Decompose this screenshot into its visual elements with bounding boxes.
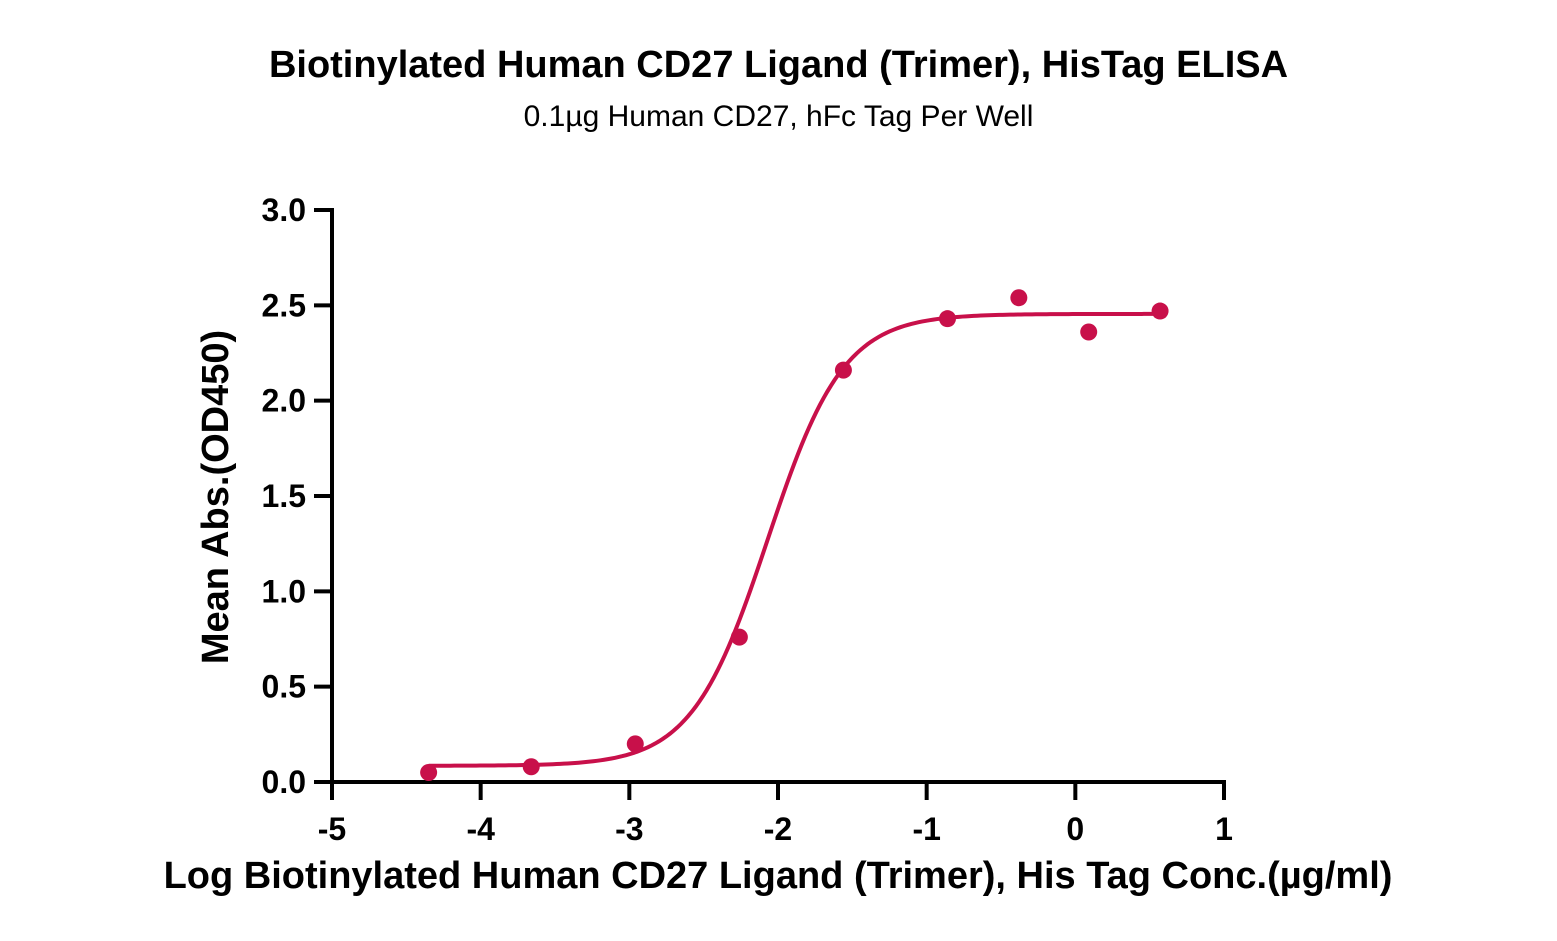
- y-tick-label-2: 1.0: [262, 573, 306, 609]
- x-tick-label-1: -4: [466, 811, 495, 847]
- chart-title: Biotinylated Human CD27 Ligand (Trimer),…: [268, 44, 1289, 86]
- fit-curve-layer: [428, 311, 1161, 768]
- data-point-6: [1010, 289, 1028, 307]
- x-tick-label-3: -2: [764, 811, 792, 847]
- y-tick-label-3: 1.5: [262, 478, 306, 514]
- x-tick-label-4: -1: [912, 811, 940, 847]
- data-point-8: [1151, 302, 1169, 320]
- data-point-0: [420, 763, 438, 781]
- data-point-2: [626, 735, 644, 753]
- data-points-layer: [420, 289, 1169, 781]
- data-point-4: [834, 361, 852, 379]
- data-point-1: [522, 758, 540, 776]
- y-tick-label-6: 3.0: [262, 192, 306, 228]
- y-tick-label-0: 0.0: [262, 764, 306, 800]
- y-axis-title: Mean Abs.(OD450): [195, 330, 237, 664]
- y-tick-label-5: 2.5: [262, 287, 306, 323]
- x-tick-label-0: -5: [318, 811, 346, 847]
- data-point-7: [1080, 323, 1098, 341]
- x-tick-label-6: 1: [1215, 811, 1233, 847]
- data-point-5: [938, 310, 956, 328]
- y-tick-label-4: 2.0: [262, 383, 306, 419]
- fit-curve: [428, 311, 1161, 768]
- x-axis-title: Log Biotinylated Human CD27 Ligand (Trim…: [164, 855, 1393, 897]
- chart-subtitle: 0.1µg Human CD27, hFc Tag Per Well: [523, 100, 1034, 133]
- y-tick-label-1: 0.5: [262, 669, 306, 705]
- data-point-3: [730, 628, 748, 646]
- x-tick-label-2: -3: [615, 811, 643, 847]
- x-tick-label-5: 0: [1066, 811, 1084, 847]
- axes: 0.0 0.5 1.0 1.5 2.0 2.5 3.0 -5 -4 -3 -2 -1 0 1: [262, 192, 1233, 847]
